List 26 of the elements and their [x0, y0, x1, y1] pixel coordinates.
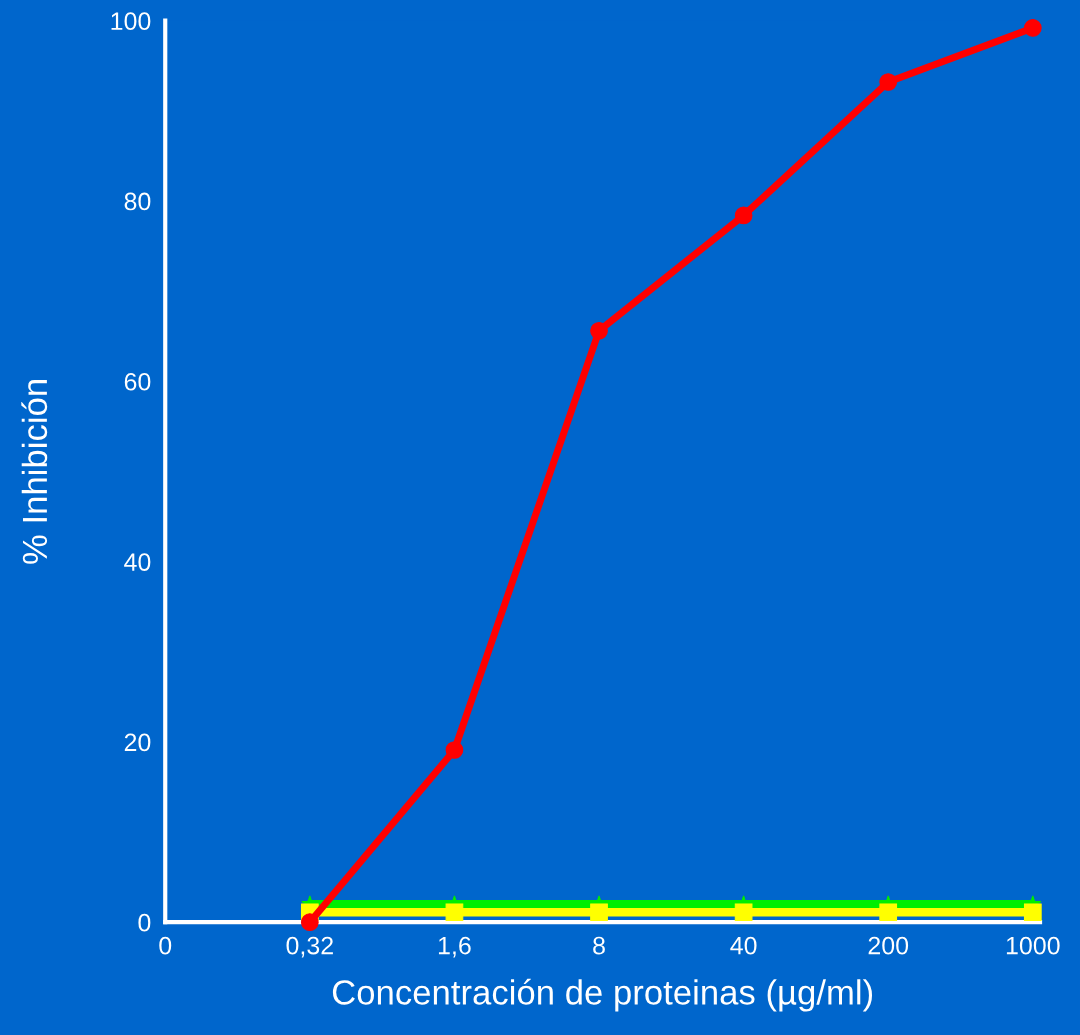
point — [734, 903, 753, 922]
x-tick-label: 8 — [593, 936, 605, 955]
point — [734, 206, 753, 225]
x-axis-title: Concentración de proteinas (µg/ml) — [332, 978, 873, 1012]
x-tick-label: 0 — [159, 936, 172, 955]
point — [1023, 19, 1042, 37]
point — [445, 741, 464, 759]
point — [300, 913, 319, 932]
y-tick-label: 40 — [124, 553, 151, 571]
point — [879, 903, 898, 922]
y-tick-label: 60 — [124, 372, 151, 391]
point — [590, 321, 608, 340]
y-axis-title: % Inhibición — [21, 380, 48, 564]
point — [879, 73, 898, 91]
x-tick-label: 1000 — [1006, 936, 1060, 955]
x-tick-label: 0,32 — [286, 936, 333, 958]
y-tick-label: 100 — [111, 12, 151, 30]
x-tick-label: 40 — [730, 936, 757, 955]
point — [445, 903, 464, 922]
x-tick-label: 1,6 — [438, 936, 471, 958]
x-tick-label: 200 — [868, 936, 909, 955]
y-tick-label: 0 — [138, 913, 151, 932]
y-tick-label: 20 — [124, 733, 151, 752]
point — [590, 903, 608, 922]
y-tick-label: 80 — [124, 192, 151, 211]
point — [1023, 903, 1042, 922]
